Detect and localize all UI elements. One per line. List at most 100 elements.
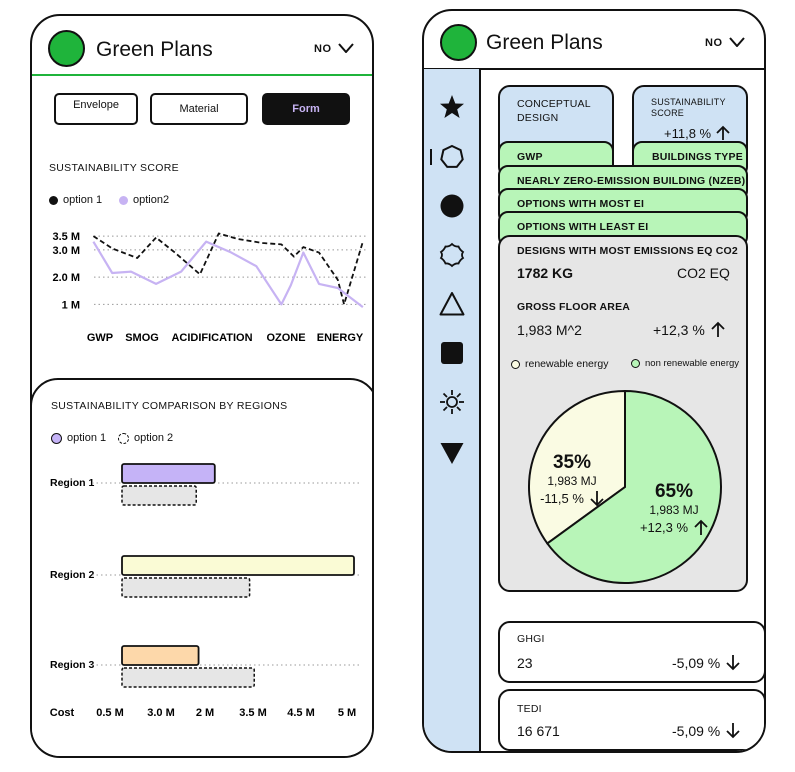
region-label: Region 2 <box>50 569 94 581</box>
bar-option-1 <box>121 645 200 666</box>
kpi-change-text: -5,09 % <box>672 722 721 739</box>
strip-label: NEARLY ZERO-EMISSION BUILDING (NZEB) <box>517 175 746 187</box>
arrow-up-icon <box>694 519 708 535</box>
buildings-type-label: BUILDINGS TYPE <box>652 151 743 163</box>
legend-label: option 1 <box>63 194 103 206</box>
sidebar <box>424 69 481 751</box>
star-icon[interactable] <box>438 93 466 121</box>
sustainability-line-chart: 3.5 M 3.0 M 2.0 M 1 M GWP SMOG ACIDIFICATION OZ… <box>52 231 366 344</box>
bar-option-2 <box>121 667 255 688</box>
gfa-change-text: +12,3 % <box>653 321 705 338</box>
right-phone-screen: Green Plans NO CONCEPTUAL DESIGN <box>422 9 766 753</box>
x-tick-label: ENERGY <box>317 332 364 344</box>
kpi-change: -5,09 % <box>672 654 740 671</box>
y-tick-label: 3.0 M <box>52 245 80 257</box>
chevron-down-icon[interactable] <box>729 37 745 47</box>
kpi-label: GHGI <box>517 633 545 645</box>
kpi-card-ghgi[interactable]: GHGI 23 -5,09 % <box>498 621 764 683</box>
emissions-unit: CO2 EQ <box>677 265 730 281</box>
slice-mj: 1,983 MJ <box>547 474 597 488</box>
legend-option-1: option 1 <box>49 194 102 206</box>
gfa-title: GROSS FLOOR AREA <box>517 301 631 313</box>
bar-option-1 <box>121 555 355 576</box>
pie-legend-renewable: renewable energy <box>511 358 608 370</box>
x-tick-label: 5 M <box>338 707 356 719</box>
conceptual-design-label: CONCEPTUAL DESIGN <box>517 98 591 124</box>
app-logo <box>440 24 477 61</box>
gfa-change: +12,3 % <box>653 321 725 338</box>
tab-material[interactable]: Material <box>150 93 248 125</box>
slice-change: +12,3 % <box>624 519 724 536</box>
arrow-up-icon <box>711 321 725 337</box>
kpi-change-text: -5,09 % <box>672 654 721 671</box>
x-tick-label: 0.5 M <box>96 707 124 719</box>
regions-legend-option-2: option 2 <box>118 432 173 444</box>
slice-pct: 35% <box>552 452 592 473</box>
language-selector[interactable]: NO <box>314 43 332 55</box>
pie-slice-non-renewable <box>545 389 722 584</box>
legend-label: option 1 <box>67 432 107 444</box>
heptagon-icon[interactable] <box>438 143 466 171</box>
pie-legend-non-renewable: non renewable energy <box>631 358 739 369</box>
kpi-card-tedi[interactable]: TEDI 16 671 -5,09 % <box>498 689 764 751</box>
emissions-detail-card: DESIGNS WITH MOST EMISSIONS EQ CO2 1782 … <box>498 235 748 592</box>
regions-title: SUSTAINABILITY COMPARISON BY REGIONS <box>51 400 288 412</box>
energy-pie-chart <box>528 389 722 584</box>
arrow-down-icon <box>726 723 740 739</box>
strip-label: OPTIONS WITH MOST EI <box>517 198 645 210</box>
legend-dot-icon <box>631 359 640 368</box>
triangle-icon[interactable] <box>438 290 466 318</box>
arrow-down-icon <box>726 655 740 671</box>
bar-option-1 <box>121 463 216 484</box>
square-icon[interactable] <box>438 339 466 367</box>
chevron-down-icon[interactable] <box>338 43 354 53</box>
legend-label: non renewable energy <box>645 358 740 369</box>
legend-option-2: option2 <box>119 194 169 206</box>
x-tick-label: Cost <box>50 707 75 719</box>
slice-change-text: +12,3 % <box>639 520 689 535</box>
legend-dot-icon <box>118 432 129 444</box>
active-indicator <box>430 149 432 165</box>
legend-label: option 2 <box>134 432 174 444</box>
x-tick-label: 3.5 M <box>239 707 267 719</box>
sun-icon[interactable] <box>438 388 466 416</box>
emissions-title: DESIGNS WITH MOST EMISSIONS EQ CO2 <box>517 245 738 257</box>
header-divider <box>32 74 372 76</box>
score-change-text: +11,8 % <box>664 125 712 141</box>
language-selector[interactable]: NO <box>705 37 723 49</box>
series-line <box>92 232 364 306</box>
emissions-value: 1782 KG <box>517 265 574 281</box>
bar-option-2 <box>121 485 197 506</box>
x-tick-label: 3.0 M <box>147 707 175 719</box>
y-tick-label: 3.5 M <box>52 231 80 243</box>
x-tick-label: 2 M <box>196 707 214 719</box>
kpi-label: TEDI <box>517 703 542 715</box>
app-logo <box>48 30 85 67</box>
kpi-value: 16 671 <box>517 723 560 739</box>
arrow-down-icon <box>590 491 604 507</box>
legend-label: option2 <box>133 194 170 206</box>
app-title: Green Plans <box>486 31 603 54</box>
region-label: Region 1 <box>50 477 94 489</box>
kpi-value: 23 <box>517 655 533 671</box>
down-triangle-icon[interactable] <box>438 439 466 467</box>
legend-dot-icon <box>51 432 62 444</box>
regions-panel: SUSTAINABILITY COMPARISON BY REGIONS opt… <box>32 378 372 756</box>
series-line <box>92 240 364 308</box>
score-title: SUSTAINABILITY SCORE <box>49 162 179 174</box>
sustainability-score-label: SUSTAINABILITY SCORE <box>651 97 726 118</box>
tab-envelope[interactable]: Envelope <box>54 93 138 125</box>
tab-form[interactable]: Form <box>262 93 350 125</box>
x-tick-label: OZONE <box>266 332 305 344</box>
x-tick-label: ACIDIFICATION <box>171 332 252 344</box>
pie-slice-non-renewable-label: 65% 1,983 MJ +12,3 % <box>624 481 724 536</box>
slice-change: -11,5 % <box>526 490 618 507</box>
regions-legend-option-1: option 1 <box>51 432 106 444</box>
pie-slice-renewable <box>528 389 626 545</box>
x-tick-label: 4.5 M <box>287 707 315 719</box>
regions-bar-chart: Region 1 Region 2 Region 3 Cost 0.5 M 3.0 M 2 … <box>50 463 360 719</box>
circle-icon[interactable] <box>438 192 466 220</box>
flower-icon[interactable] <box>438 241 466 269</box>
sustainability-score-value: +11,8 % <box>664 125 730 141</box>
pie-slice-renewable-label: 35% 1,983 MJ -11,5 % <box>526 452 618 507</box>
